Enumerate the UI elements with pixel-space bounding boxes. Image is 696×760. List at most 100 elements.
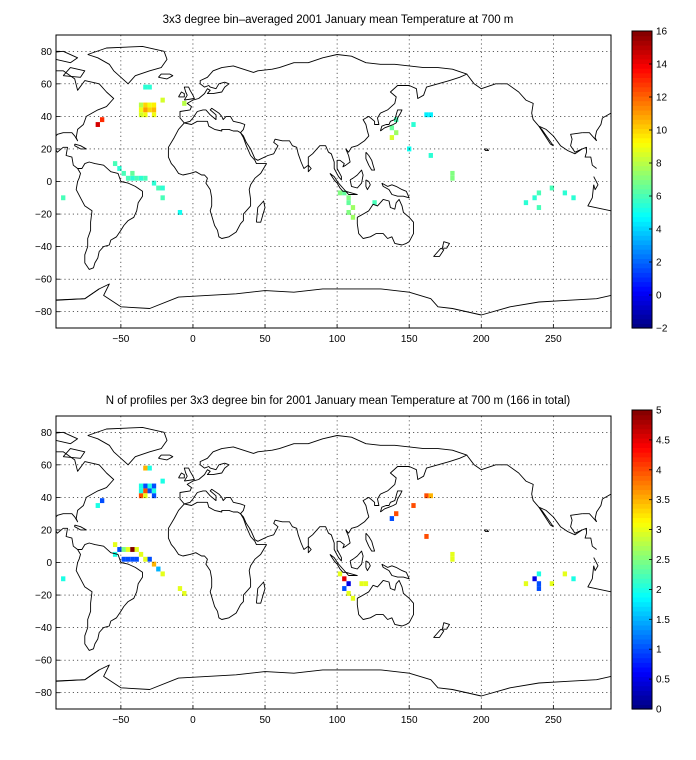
data-cell: [121, 556, 126, 562]
data-cell: [346, 195, 351, 201]
data-cell: [359, 581, 364, 587]
data-cell: [117, 547, 122, 552]
data-cell: [112, 551, 118, 557]
colorbar-tick-label: 4.5: [656, 435, 670, 446]
colorbar-segment: [632, 225, 652, 232]
data-cell: [450, 170, 455, 176]
data-cell: [549, 185, 555, 191]
data-cell: [424, 493, 429, 499]
coastline: [178, 472, 185, 479]
colorbar-tick-label: 1.5: [656, 615, 670, 626]
data-cell: [143, 465, 148, 471]
data-cell: [346, 200, 351, 206]
coastline: [158, 454, 174, 461]
colorbar-segment: [632, 456, 652, 462]
colorbar-segment: [632, 91, 652, 97]
data-cell: [143, 84, 148, 90]
data-cell: [337, 571, 343, 577]
data-cell: [147, 107, 152, 113]
colorbar-segment: [632, 447, 652, 453]
colorbar-segment: [632, 44, 652, 51]
colorbar-segment: [632, 276, 652, 283]
y-tick-label: 40: [41, 112, 53, 123]
data-cell: [532, 576, 537, 582]
data-cell: [160, 195, 165, 201]
colorbar-segment: [632, 671, 652, 677]
coastline: [307, 164, 312, 173]
y-tick-label: 0: [46, 558, 52, 569]
colorbar-segment: [632, 137, 652, 143]
data-cell: [138, 493, 144, 499]
data-cell: [143, 107, 148, 113]
colorbar-segment: [632, 249, 652, 255]
colorbar-segment: [632, 272, 652, 278]
colorbar-segment: [632, 207, 652, 213]
data-cell: [177, 209, 183, 215]
data-cell: [147, 556, 152, 562]
data-cell: [138, 175, 144, 181]
coastline: [379, 490, 403, 513]
colorbar-segment: [632, 554, 652, 561]
data-cell: [428, 153, 433, 158]
coastline: [483, 529, 489, 533]
colorbar-segment: [632, 480, 652, 486]
colorbar-segment: [632, 536, 652, 542]
y-tick-label: −20: [35, 210, 52, 221]
data-cell: [394, 130, 399, 136]
data-cell: [536, 205, 542, 210]
colorbar-tick-label: 16: [656, 27, 668, 38]
coastline: [365, 179, 371, 191]
colorbar-segment: [632, 466, 652, 472]
data-cell: [350, 205, 356, 210]
data-cell: [147, 84, 152, 90]
colorbar-segment: [632, 235, 652, 241]
data-cell: [112, 161, 118, 167]
data-cell: [134, 556, 139, 562]
colorbar-segment: [632, 484, 652, 491]
colorbar-segment: [632, 526, 652, 533]
coastline: [365, 151, 376, 171]
data-cell: [143, 488, 148, 494]
colorbar-segment: [632, 263, 652, 269]
colorbar-segment: [632, 704, 652, 710]
y-tick-label: −40: [35, 242, 52, 253]
colorbar-segment: [632, 184, 652, 190]
colorbar-segment: [632, 685, 652, 691]
x-tick-label: 250: [545, 715, 562, 726]
colorbar-segment: [632, 634, 652, 640]
coastline: [329, 173, 347, 192]
colorbar-segment: [632, 452, 652, 458]
coastline: [167, 120, 267, 239]
data-cell: [536, 571, 542, 577]
data-cell: [143, 102, 148, 108]
colorbar-segment: [632, 105, 652, 111]
colorbar-segment: [632, 114, 652, 120]
coastline: [87, 426, 168, 466]
data-cell: [151, 107, 157, 113]
data-cell: [151, 112, 157, 118]
data-cell: [143, 112, 148, 118]
coastline: [570, 132, 583, 153]
colorbar-segment: [632, 258, 652, 264]
colorbar-segment: [632, 419, 652, 425]
colorbar-segment: [632, 489, 652, 495]
colorbar-segment: [632, 295, 652, 301]
colorbar-tick-label: 0: [656, 705, 662, 716]
data-cell: [182, 100, 187, 106]
data-cell: [536, 581, 542, 587]
colorbar-segment: [632, 596, 652, 603]
colorbar-segment: [632, 494, 652, 500]
data-cell: [147, 483, 152, 489]
colorbar-segment: [632, 629, 652, 635]
data-cell: [177, 586, 183, 591]
colorbar-frame: [631, 30, 653, 329]
colorbar-tick-label: 4: [656, 465, 662, 476]
colorbar-tick-label: 2: [656, 585, 662, 596]
colorbar-segment: [632, 95, 652, 102]
colorbar-tick-label: 1: [656, 645, 662, 656]
y-tick-label: −60: [35, 656, 52, 667]
data-cell: [138, 551, 144, 557]
data-cell: [117, 166, 122, 171]
colorbar-segment: [632, 433, 652, 439]
